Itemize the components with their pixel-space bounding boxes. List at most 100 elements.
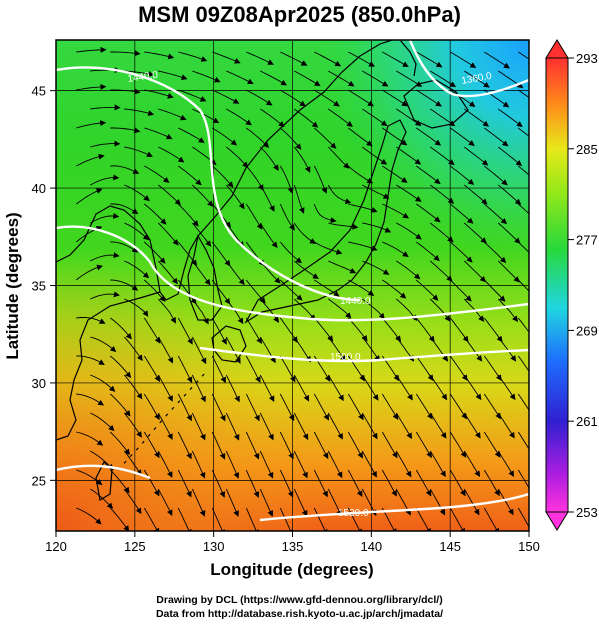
streamline (396, 222, 422, 240)
streamline (279, 469, 294, 498)
streamline (76, 153, 105, 167)
streamline (348, 279, 375, 296)
streamline (124, 222, 150, 241)
y-tick-label: 40 (32, 181, 46, 196)
streamline (518, 165, 529, 176)
streamline (90, 488, 114, 509)
streamline (314, 279, 340, 297)
streamline (382, 89, 408, 107)
streamline (347, 317, 368, 342)
streamline (191, 450, 206, 479)
streamline (327, 184, 352, 205)
streamline (225, 298, 244, 325)
streamline (430, 184, 455, 204)
streamline (124, 260, 150, 279)
streamline (293, 184, 305, 214)
streamline (415, 507, 431, 531)
streamline (483, 469, 500, 497)
contour-label: 1500.0 (330, 352, 361, 363)
streamline (416, 279, 439, 301)
streamline (450, 241, 473, 263)
streamline (76, 120, 107, 129)
streamline (144, 165, 170, 183)
streamline (259, 374, 275, 402)
streamline (245, 431, 260, 460)
streamline (157, 298, 176, 324)
streamline (313, 469, 328, 498)
streamline (110, 88, 141, 95)
streamline (246, 89, 273, 106)
streamline (430, 108, 456, 127)
streamline (328, 108, 353, 127)
streamline (245, 317, 263, 345)
coastline-korea-peninsula (187, 234, 223, 321)
streamline (192, 70, 221, 83)
streamline (313, 431, 329, 460)
streamline (158, 146, 185, 163)
streamline (347, 469, 363, 497)
streamline (279, 241, 302, 264)
streamline (395, 412, 413, 440)
streamline (279, 203, 295, 231)
streamline (259, 488, 274, 517)
streamline (259, 412, 274, 441)
streamline (225, 488, 239, 517)
streamline (76, 83, 107, 91)
colorbar: 253 261 269 277 285 293 (545, 39, 598, 531)
colorbar-tick-label: 253 (576, 505, 598, 520)
streamline (280, 127, 302, 150)
streamline (497, 260, 520, 283)
streamline (416, 203, 441, 223)
streamline (157, 260, 178, 285)
y-tick-label: 30 (32, 376, 46, 391)
streamline (362, 184, 390, 199)
streamline (143, 355, 160, 383)
streamline (347, 393, 364, 421)
colorbar-bottom-cap (545, 511, 569, 531)
streamline (517, 393, 529, 411)
streamline (212, 127, 238, 146)
streamline (245, 469, 260, 498)
streamline (293, 336, 311, 363)
streamline (177, 355, 193, 384)
streamline (328, 298, 352, 319)
streamline (314, 127, 337, 149)
streamline (517, 355, 529, 372)
x-tick-label: 120 (45, 539, 67, 554)
streamline (178, 89, 207, 102)
x-tick-label: 140 (360, 539, 382, 554)
streamline (259, 146, 279, 172)
streamline (517, 469, 529, 497)
streamline (260, 108, 285, 128)
streamline (313, 203, 337, 224)
streamline (293, 298, 316, 321)
streamline (191, 374, 206, 403)
streamline (415, 469, 432, 497)
streamline (177, 241, 198, 266)
streamline (463, 336, 483, 362)
streamline (497, 488, 514, 516)
streamline (430, 260, 453, 282)
contour-line (199, 346, 529, 363)
streamline (381, 317, 402, 342)
streamline (484, 127, 509, 147)
streamline (498, 108, 523, 128)
streamline (143, 317, 161, 344)
streamline (212, 51, 241, 64)
streamline (177, 393, 192, 422)
streamline (362, 108, 388, 127)
coastline-hokkaido (403, 79, 469, 129)
streamline (76, 264, 103, 281)
streamline (450, 51, 477, 68)
streamline (449, 279, 472, 302)
contour-label: 1520.0 (338, 508, 369, 519)
streamline (498, 184, 522, 205)
streamline (415, 393, 433, 420)
streamline (260, 70, 288, 86)
streamline (463, 412, 481, 439)
streamline (382, 279, 407, 299)
streamline (497, 336, 517, 362)
streamline (245, 355, 261, 383)
streamline (348, 89, 374, 107)
